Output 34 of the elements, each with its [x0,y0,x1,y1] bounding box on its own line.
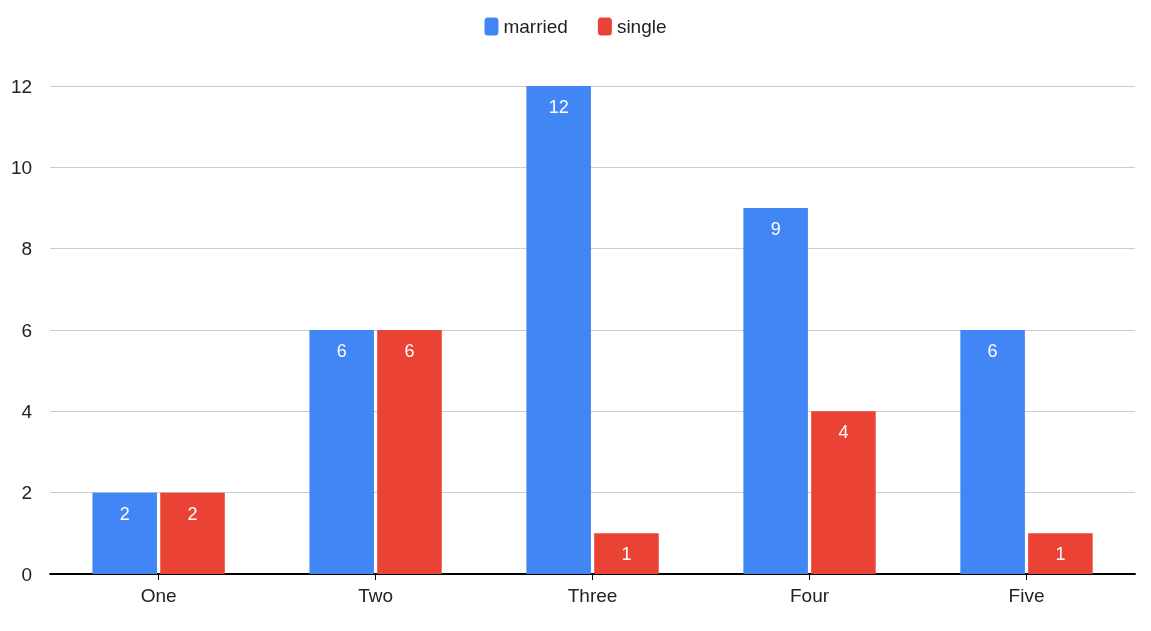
data-label: 6 [404,341,415,361]
bar [160,492,225,574]
data-label: 6 [987,341,998,361]
y-tick-label: 0 [21,563,33,585]
y-tick-label: 4 [21,400,33,422]
data-label: 12 [548,97,569,117]
bar [743,208,808,574]
bar [92,492,158,574]
data-label: 2 [119,503,130,524]
data-label: 9 [770,219,781,239]
data-label: 4 [838,422,849,443]
x-tick-label: One [140,585,177,606]
y-tick-label: 12 [10,75,33,97]
y-tick-label: 6 [21,319,33,341]
bar [594,533,659,574]
legend-label: single [616,16,667,37]
data-label: 1 [621,544,632,565]
data-label: 2 [187,503,198,524]
bar [526,86,591,574]
bar [811,411,876,574]
legend-label: married [503,16,568,37]
x-tick-label: Three [567,585,618,606]
x-tick-label: Five [1008,585,1045,606]
x-tick-label: Four [790,585,830,606]
x-tick-label: Two [358,585,394,606]
y-tick-label: 8 [21,238,33,260]
data-label: 1 [1055,544,1066,565]
y-tick-label: 2 [21,482,33,504]
data-label: 6 [336,341,347,361]
bar [960,330,1025,574]
y-tick-label: 10 [10,156,33,178]
bar [309,330,374,574]
bar [377,330,442,574]
bar [1028,533,1093,574]
